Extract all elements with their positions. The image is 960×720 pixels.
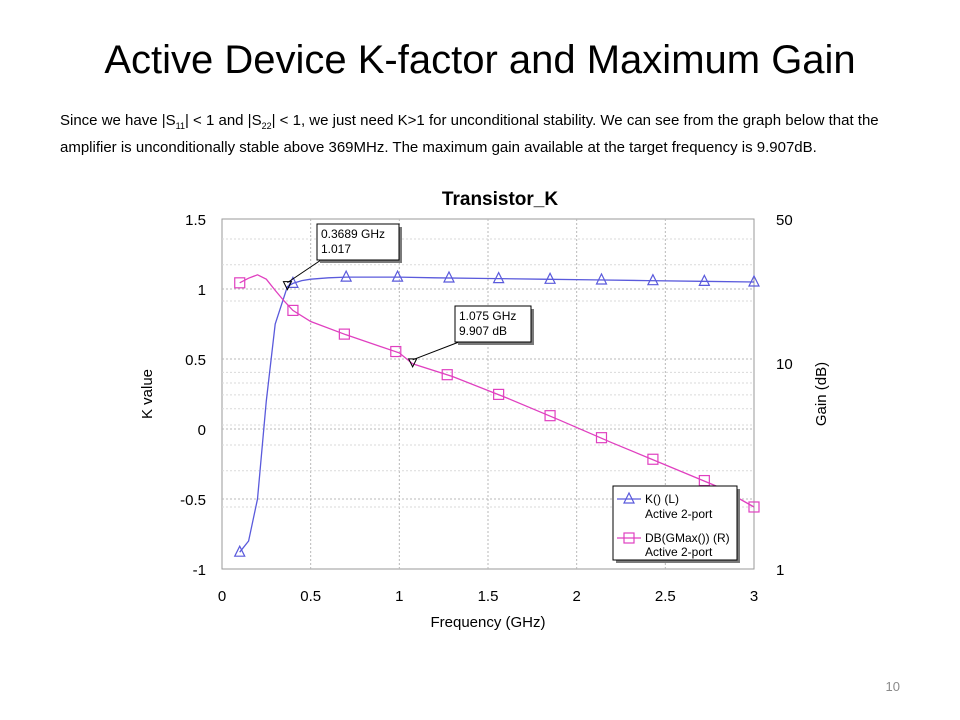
gmax-marker <box>544 410 556 422</box>
k-marker <box>286 276 299 288</box>
y-right-tick-label: 10 <box>776 356 793 373</box>
gmax-marker <box>234 277 246 289</box>
y-left-tick-label: -0.5 <box>180 492 206 509</box>
x-tick-label: 3 <box>750 588 758 605</box>
gmax-marker <box>390 345 402 358</box>
k-marker <box>233 544 246 557</box>
gmax-marker <box>338 328 350 340</box>
annotation-marker <box>282 281 293 291</box>
annotation-line1: 1.075 GHz <box>459 309 516 323</box>
legend-k-label: K() (L) <box>645 492 679 506</box>
series-line-k <box>239 276 755 553</box>
annotation-shadow <box>458 309 534 345</box>
k-marker <box>595 272 608 285</box>
y-left-tick-label: 0.5 <box>185 352 206 369</box>
gmax-marker <box>698 474 710 487</box>
k-marker <box>391 269 404 282</box>
annotation-line1: 0.3689 GHz <box>321 227 385 241</box>
annotation-line2: 1.017 <box>321 242 351 256</box>
k-marker <box>748 274 760 287</box>
annotation-marker <box>407 358 418 368</box>
para-text-3: | < 1, we just need K>1 for unconditiona… <box>60 112 879 156</box>
annotation-box <box>454 305 532 343</box>
k-marker <box>646 273 659 286</box>
legend-k-sublabel: Active 2-port <box>645 507 713 521</box>
body-paragraph: Since we have |S11| < 1 and |S22| < 1, w… <box>60 110 910 158</box>
k-marker <box>340 269 353 282</box>
k-marker <box>544 271 557 284</box>
x-tick-label: 2 <box>572 588 580 605</box>
chart-title: Transistor_K <box>442 189 558 210</box>
legend-gmax-marker <box>623 532 635 544</box>
y-left-tick-label: 1.5 <box>185 212 206 229</box>
annotation-leader <box>287 259 322 284</box>
legend-shadow <box>616 489 740 563</box>
x-tick-label: 1.5 <box>478 588 499 605</box>
slide-title: Active Device K-factor and Maximum Gain <box>104 38 856 82</box>
para-text-2: | < 1 and |S <box>184 112 262 129</box>
para-text-1: Since we have |S <box>60 112 176 129</box>
y-left-tick-label: 1 <box>198 282 206 299</box>
gmax-marker <box>493 388 505 400</box>
k-marker <box>698 274 711 286</box>
legend-k-marker <box>623 491 635 504</box>
para-sub-22: 22 <box>261 121 272 131</box>
x-tick-label: 0.5 <box>300 588 321 605</box>
y-right-tick-label: 50 <box>776 212 793 229</box>
x-axis-label: Frequency (GHz) <box>430 614 545 631</box>
gmax-marker <box>595 432 608 444</box>
plot-area <box>221 218 755 570</box>
gmax-marker <box>441 369 453 381</box>
para-sub-11: 11 <box>175 121 185 131</box>
legend-gmax-label: DB(GMax()) (R) <box>645 531 730 545</box>
gmax-marker <box>647 453 659 465</box>
legend-gmax-sublabel: Active 2-port <box>645 545 713 559</box>
annotation-box <box>316 223 400 261</box>
gmax-marker <box>748 501 760 513</box>
y-left-tick-label: -1 <box>193 562 206 579</box>
k-marker <box>492 271 505 284</box>
y-right-axis-label: Gain (dB) <box>813 362 830 426</box>
annotation-line2: 9.907 dB <box>459 324 507 338</box>
series-line-gmax <box>239 274 755 508</box>
y-right-tick-label: 1 <box>776 562 784 579</box>
page-number: 10 <box>885 679 900 694</box>
legend-box <box>612 485 738 561</box>
k-marker <box>443 270 455 283</box>
x-tick-label: 1 <box>395 588 403 605</box>
annotation-shadow <box>320 227 402 263</box>
annotation-leader <box>412 341 460 361</box>
gmax-marker <box>287 304 299 317</box>
y-left-tick-label: 0 <box>198 422 206 439</box>
y-left-axis-label: K value <box>139 369 156 419</box>
x-tick-label: 2.5 <box>655 588 676 605</box>
x-tick-label: 0 <box>218 588 226 605</box>
